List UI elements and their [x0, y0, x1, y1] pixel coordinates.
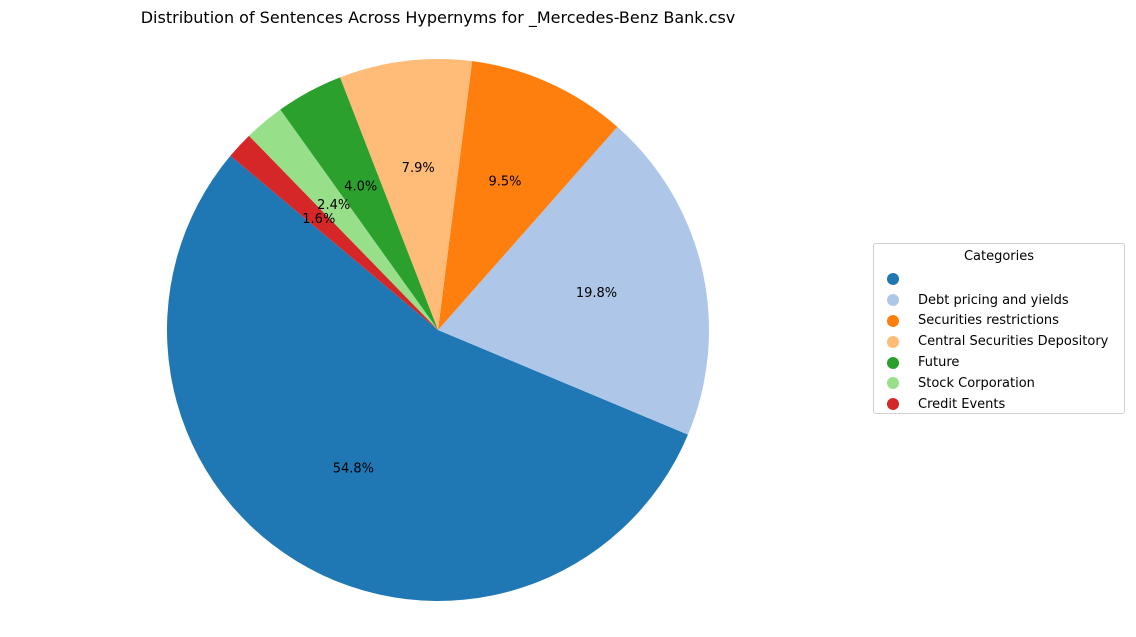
- legend: Categories Debt pricing and yields Securi…: [873, 243, 1125, 414]
- legend-entry-3: Central Securities Depository: [874, 331, 1124, 352]
- chart-title: Distribution of Sentences Across Hyperny…: [140, 8, 736, 27]
- pie-chart: 54.8% 19.8% 9.5% 7.9% 4.0% 2.4%1.6%: [167, 58, 709, 601]
- pie-slice-2: [438, 61, 618, 330]
- legend-label-4: Future: [918, 355, 960, 371]
- legend-marker-0: [887, 273, 899, 286]
- legend-title: Categories: [963, 249, 1035, 264]
- legend-label-6: Credit Events: [918, 396, 1006, 412]
- legend-marker-4: [887, 356, 899, 369]
- slice-pct-label-3: 7.9%: [402, 161, 435, 176]
- slice-pct-label-4: 4.0%: [344, 180, 377, 195]
- legend-marker-1: [887, 294, 899, 307]
- legend-entry-6: Credit Events: [874, 394, 1124, 415]
- legend-marker-2: [887, 314, 899, 327]
- legend-entries: Debt pricing and yields Securities restri…: [874, 269, 1124, 415]
- legend-entry-1: Debt pricing and yields: [874, 290, 1124, 311]
- legend-label-1: Debt pricing and yields: [918, 292, 1069, 308]
- pie-slice-3: [340, 58, 473, 331]
- pie-slice-4: [280, 77, 438, 330]
- pie-slice-6: [230, 135, 438, 330]
- legend-entry-5: Stock Corporation: [874, 373, 1124, 394]
- pie-slice-5: [248, 109, 438, 331]
- legend-label-5: Stock Corporation: [918, 375, 1035, 391]
- slice-pct-label-1: 19.8%: [576, 286, 617, 301]
- slice-pct-label-0: 54.8%: [333, 461, 374, 476]
- legend-marker-3: [887, 335, 899, 348]
- pie-slice-1: [438, 126, 709, 435]
- legend-entry-4: Future: [874, 352, 1124, 373]
- slice-pct-label-6: 1.6%: [302, 212, 335, 227]
- legend-entry-0: [874, 269, 1124, 290]
- legend-marker-5: [887, 377, 899, 390]
- legend-marker-6: [887, 398, 899, 411]
- legend-entry-2: Securities restrictions: [874, 311, 1124, 332]
- legend-label-3: Central Securities Depository: [918, 334, 1109, 350]
- slice-pct-label-2: 9.5%: [488, 174, 521, 189]
- slice-pct-label-5: 2.4%: [317, 198, 350, 213]
- pie-slice-0: [167, 155, 688, 601]
- legend-label-2: Securities restrictions: [918, 313, 1059, 329]
